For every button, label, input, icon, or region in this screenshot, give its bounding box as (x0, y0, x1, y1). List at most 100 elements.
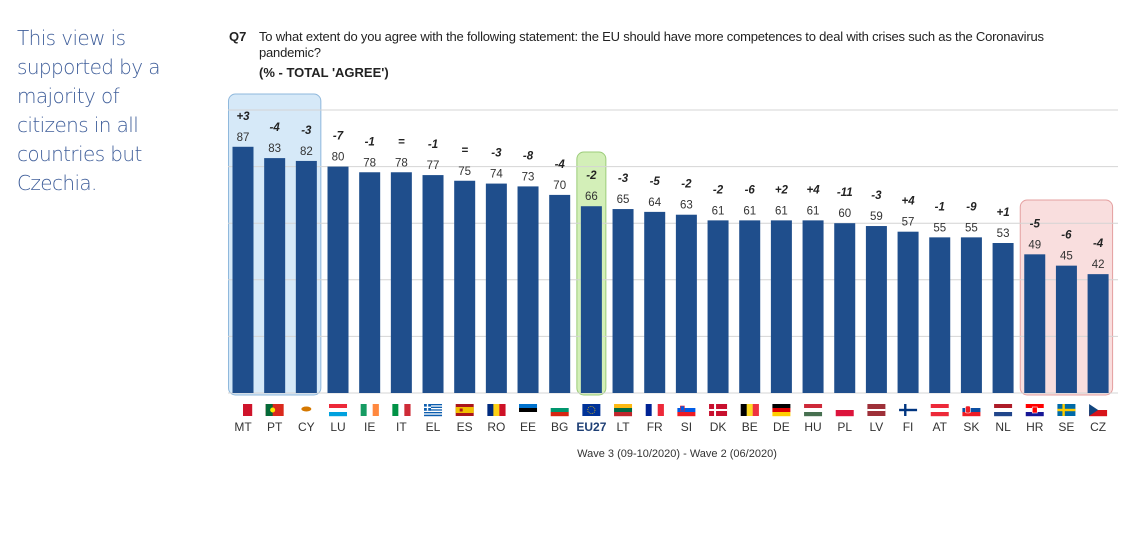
flag-stripe (772, 404, 791, 409)
value-label: 49 (1028, 239, 1041, 251)
flag-stripe (772, 412, 791, 417)
flag-stripe (366, 404, 373, 416)
flag-stripe (519, 412, 538, 417)
flag-stripe (424, 406, 443, 409)
change-label: -1 (935, 201, 945, 213)
flag-emblem (270, 407, 276, 413)
flag-stripe (994, 404, 1013, 409)
eu-flag-icon (582, 404, 601, 416)
bar-si (675, 214, 697, 393)
flag-stripe (962, 404, 981, 409)
x-label-eu27: EU27 (576, 420, 606, 434)
value-label: 75 (458, 166, 471, 178)
change-label: -4 (555, 159, 566, 171)
bar-hu (802, 220, 824, 393)
flag-stripe (404, 404, 411, 416)
change-label: = (398, 136, 405, 148)
slovenia-flag-icon (677, 404, 696, 417)
value-label: 61 (712, 205, 725, 217)
x-label-lt: LT (616, 420, 630, 434)
hungary-flag-icon (804, 404, 823, 417)
x-label-mt: MT (234, 420, 252, 434)
flag-stripe (657, 404, 664, 416)
flag-stripe (994, 408, 1013, 413)
change-label: = (461, 145, 468, 157)
flag-stripe (1089, 410, 1108, 417)
flag-stripe (329, 404, 348, 409)
x-label-fr: FR (647, 420, 663, 434)
change-label: -2 (713, 184, 724, 196)
netherlands-flag-icon (994, 404, 1013, 417)
italy-flag-icon (392, 404, 411, 416)
spain-flag-icon (455, 404, 474, 416)
flags (234, 404, 1108, 417)
flag-stripe (677, 412, 696, 417)
flag-stripe (392, 404, 399, 416)
flag-stripe (677, 408, 696, 413)
x-label-nl: NL (995, 420, 1011, 434)
bar-pt (264, 158, 286, 393)
bar-eu27 (580, 206, 602, 393)
change-label: -6 (1061, 230, 1072, 242)
change-label: -3 (618, 173, 629, 185)
x-label-sk: SK (963, 420, 979, 434)
x-label-si: SI (681, 420, 692, 434)
x-axis-labels: MT PT CY LU IE IT EL ES RO EE BG EU27 LT FR SI DK BE DE HU… (234, 420, 1106, 434)
bars (232, 146, 1109, 393)
value-label: 55 (965, 222, 978, 234)
bar-lu (327, 166, 349, 393)
value-labels: 87 +3 83 -4 82 -3 80 -7 78 -1 78 = 77 -1 75 = 74 -3 73 -8 70… (236, 111, 1104, 271)
flag-cross (1057, 408, 1076, 412)
malta-flag-icon (234, 404, 253, 416)
flag-cross (709, 409, 728, 411)
bar-pl (834, 223, 856, 393)
change-label: -1 (365, 136, 375, 148)
flag-stripe (614, 404, 633, 409)
flag-stripe (550, 408, 569, 413)
change-label: -5 (650, 176, 661, 188)
flag-stripe (1025, 412, 1044, 417)
value-label: 83 (268, 143, 281, 155)
germany-flag-icon (772, 404, 791, 417)
flag-field (455, 407, 474, 413)
france-flag-icon (645, 404, 664, 416)
x-axis-title: Wave 3 (09-10/2020) - Wave 2 (06/2020) (577, 448, 777, 460)
change-label: -4 (1093, 238, 1104, 250)
flag-stripe (1025, 404, 1044, 409)
flag-stripe (424, 413, 443, 415)
value-label: 61 (807, 205, 820, 217)
flag-stripe (962, 412, 981, 417)
flag-triangle (1089, 404, 1099, 416)
x-label-hu: HU (804, 420, 821, 434)
flag-stripe (746, 404, 753, 416)
value-label: 77 (427, 160, 440, 172)
austria-flag-icon (930, 404, 949, 417)
flag-stripe (804, 412, 823, 417)
flag-stripe (424, 408, 443, 410)
flag-field (265, 404, 273, 416)
bar-cy (295, 160, 317, 393)
value-label: 64 (648, 197, 661, 209)
x-label-bg: BG (551, 420, 568, 434)
change-label: -2 (681, 179, 692, 191)
x-label-el: EL (426, 420, 441, 434)
flag-stripe (424, 414, 443, 417)
x-label-se: SE (1058, 420, 1074, 434)
x-label-be: BE (742, 420, 758, 434)
value-label: 42 (1092, 259, 1105, 271)
flag-stripe (519, 404, 538, 409)
x-label-cy: CY (298, 420, 315, 434)
flag-stripe (424, 405, 443, 407)
x-label-ee: EE (520, 420, 536, 434)
flag-cross (424, 406, 432, 408)
change-label: -4 (270, 122, 281, 134)
change-label: -8 (523, 150, 534, 162)
x-label-es: ES (457, 420, 473, 434)
change-label: -2 (586, 170, 597, 182)
lithuania-flag-icon (614, 404, 633, 417)
flag-stripe (550, 412, 569, 417)
bar-es (454, 180, 476, 393)
flag-stripe (329, 408, 348, 413)
value-label: 60 (838, 208, 851, 220)
value-label: 87 (237, 132, 250, 144)
